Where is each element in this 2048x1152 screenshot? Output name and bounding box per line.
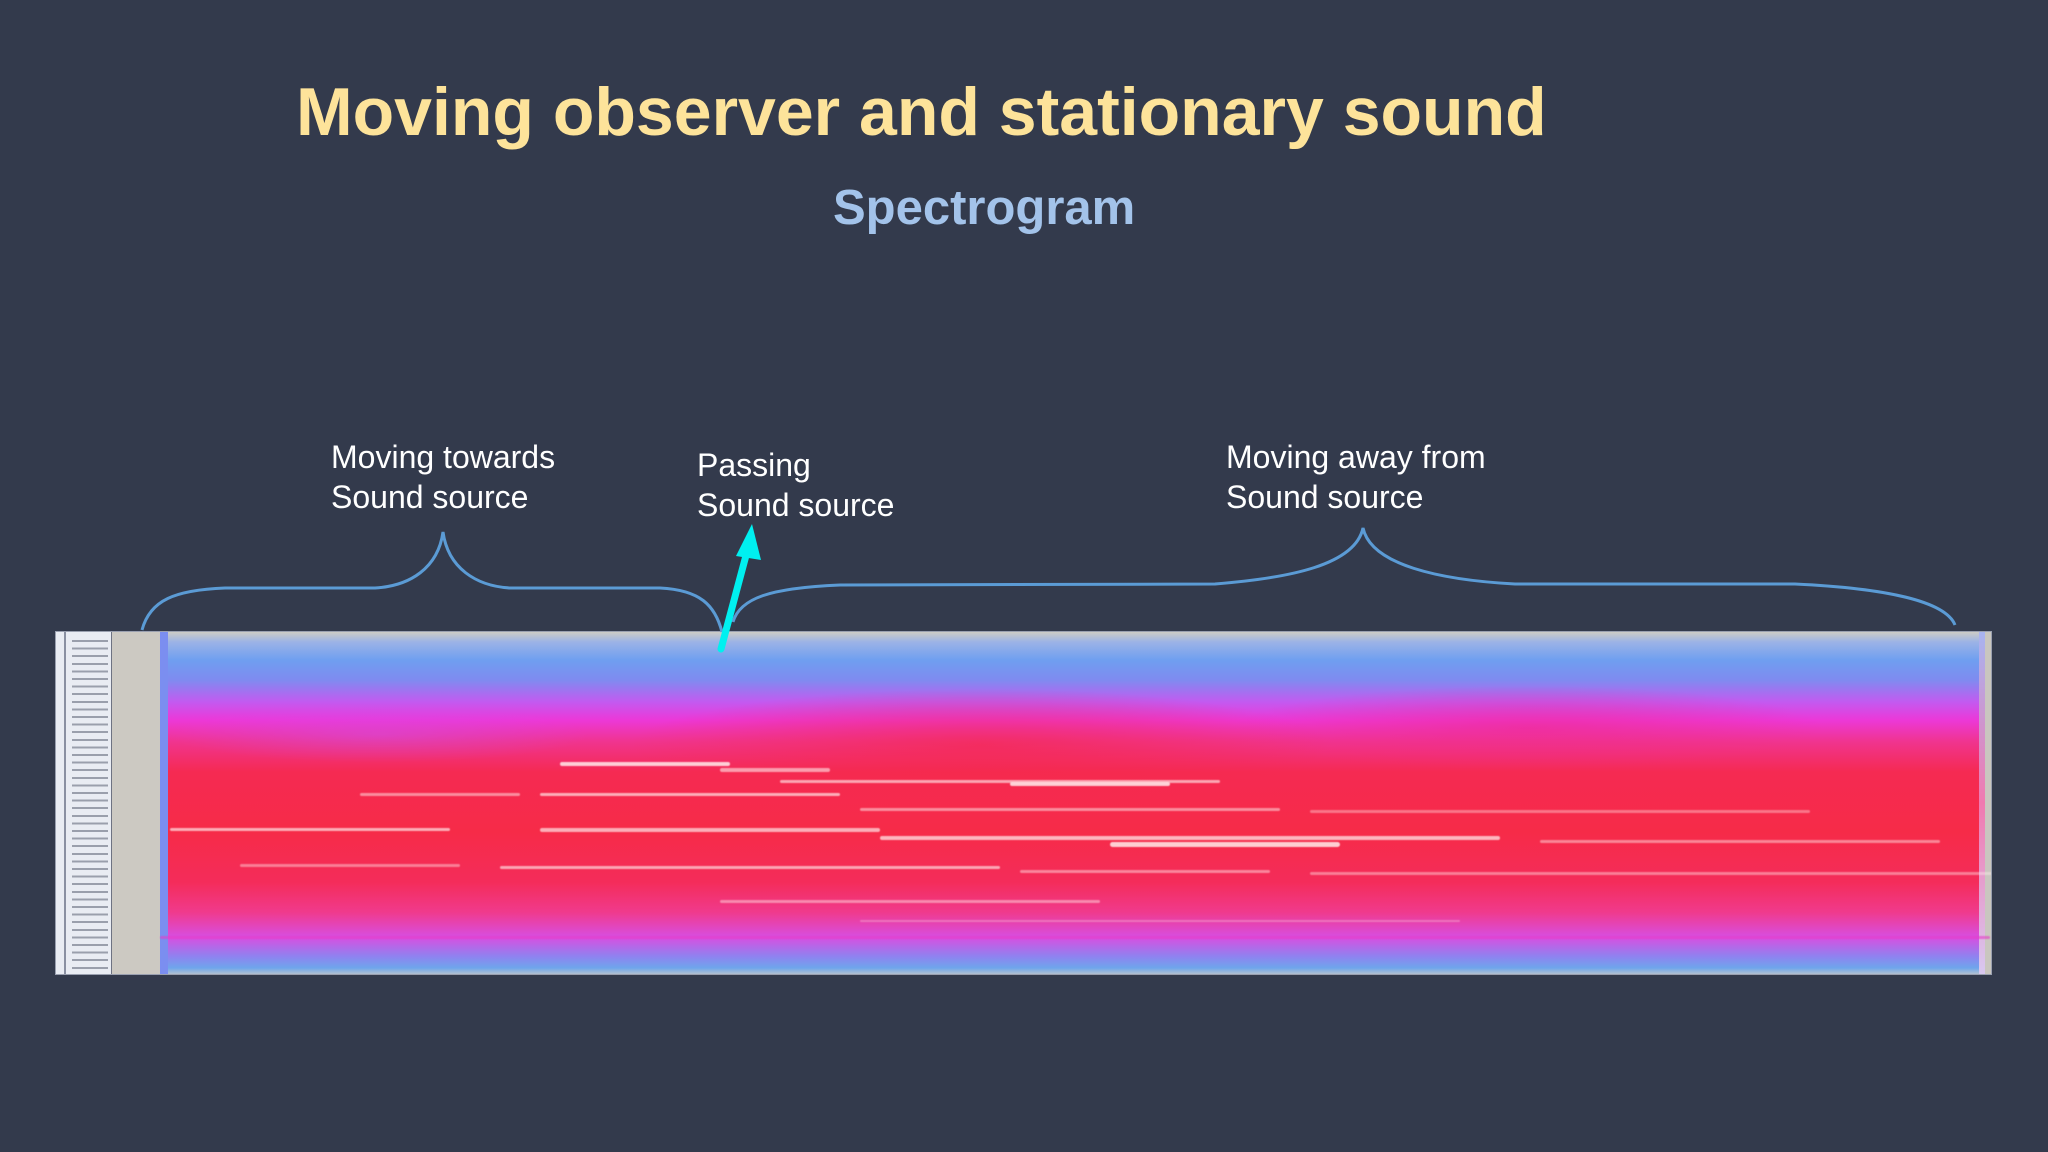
brace-moving-towards	[140, 531, 724, 633]
slide-subtitle: Spectrogram	[833, 181, 1136, 235]
harmonic-streak	[540, 828, 880, 832]
harmonic-streak	[1110, 842, 1340, 847]
harmonic-streak	[860, 808, 1280, 811]
harmonic-streak	[1310, 872, 1991, 875]
spectrogram-image	[55, 631, 1992, 975]
harmonic-streak	[880, 836, 1500, 840]
label-moving-away: Moving away from Sound source	[1226, 437, 1486, 517]
harmonic-streak	[360, 793, 520, 796]
label-moving-towards: Moving towards Sound source	[331, 437, 555, 517]
slide-title: Moving observer and stationary sound	[296, 74, 1547, 150]
harmonic-streak	[1020, 870, 1270, 873]
axis-tick-labels	[72, 640, 108, 970]
label-moving-away-line2: Sound source	[1226, 479, 1424, 515]
label-moving-towards-line2: Sound source	[331, 479, 529, 515]
harmonic-streak	[500, 866, 1000, 869]
axis-line	[64, 632, 66, 974]
label-passing-line1: Passing	[697, 447, 811, 483]
harmonic-streak	[170, 828, 450, 831]
brace-moving-away	[731, 527, 1957, 626]
label-moving-towards-line1: Moving towards	[331, 439, 556, 475]
spectrogram-margin	[112, 632, 160, 974]
frequency-axis	[56, 632, 112, 974]
heatmap-right-edge	[1979, 632, 1985, 974]
label-passing: Passing Sound source	[697, 445, 894, 525]
harmonic-streak	[1010, 782, 1170, 786]
harmonic-streak	[780, 780, 1220, 783]
harmonic-streak	[860, 920, 1460, 922]
spectrogram-heatmap	[160, 632, 1991, 974]
label-moving-away-line1: Moving away from	[1226, 439, 1486, 475]
harmonic-streak	[560, 762, 730, 766]
harmonic-streak	[720, 768, 830, 772]
harmonic-streak	[720, 900, 1100, 903]
harmonic-streak	[1540, 840, 1940, 843]
harmonic-streak	[160, 936, 1990, 939]
label-passing-line2: Sound source	[697, 487, 895, 523]
heatmap-left-edge	[160, 632, 168, 974]
harmonic-streak	[540, 793, 840, 796]
harmonic-streak	[240, 864, 460, 867]
harmonic-streak	[1310, 810, 1810, 813]
